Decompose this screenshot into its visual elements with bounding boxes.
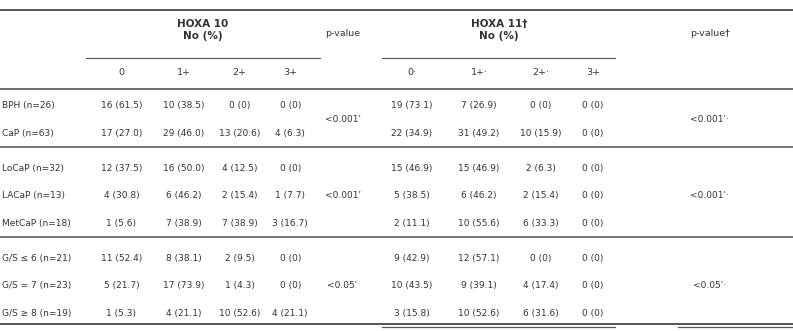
Text: 0 (0): 0 (0) <box>583 254 603 262</box>
Text: 2+: 2+ <box>232 68 247 76</box>
Text: <0.001ʹ·: <0.001ʹ· <box>690 115 730 124</box>
Text: 19 (73.1): 19 (73.1) <box>391 102 432 111</box>
Text: 13 (20.6): 13 (20.6) <box>219 129 260 138</box>
Text: 0 (0): 0 (0) <box>583 164 603 173</box>
Text: 17 (73.9): 17 (73.9) <box>163 281 205 290</box>
Text: 0 (0): 0 (0) <box>280 102 301 111</box>
Text: 2 (15.4): 2 (15.4) <box>523 191 558 200</box>
Text: 1+·: 1+· <box>470 68 488 76</box>
Text: 0 (0): 0 (0) <box>583 129 603 138</box>
Text: 8 (38.1): 8 (38.1) <box>166 254 202 262</box>
Text: 4 (12.5): 4 (12.5) <box>222 164 257 173</box>
Text: 0 (0): 0 (0) <box>280 164 301 173</box>
Text: 3+: 3+ <box>283 68 297 76</box>
Text: 4 (30.8): 4 (30.8) <box>104 191 139 200</box>
Text: 10 (52.6): 10 (52.6) <box>219 309 260 318</box>
Text: 17 (27.0): 17 (27.0) <box>101 129 142 138</box>
Text: 12 (37.5): 12 (37.5) <box>101 164 142 173</box>
Text: 9 (42.9): 9 (42.9) <box>394 254 429 262</box>
Text: 2+·: 2+· <box>532 68 550 76</box>
Text: 7 (26.9): 7 (26.9) <box>462 102 496 111</box>
Text: 6 (46.2): 6 (46.2) <box>462 191 496 200</box>
Text: HOXA 11†
No (%): HOXA 11† No (%) <box>470 19 527 41</box>
Text: 0 (0): 0 (0) <box>531 254 551 262</box>
Text: 5 (38.5): 5 (38.5) <box>393 191 430 200</box>
Text: 12 (57.1): 12 (57.1) <box>458 254 500 262</box>
Text: 10 (15.9): 10 (15.9) <box>520 129 561 138</box>
Text: 2 (9.5): 2 (9.5) <box>224 254 255 262</box>
Text: 2 (11.1): 2 (11.1) <box>394 219 429 228</box>
Text: LACaP (n=13): LACaP (n=13) <box>2 191 64 200</box>
Text: 5 (21.7): 5 (21.7) <box>104 281 139 290</box>
Text: 3 (15.8): 3 (15.8) <box>393 309 430 318</box>
Text: BPH (n=26): BPH (n=26) <box>2 102 55 111</box>
Text: 7 (38.9): 7 (38.9) <box>221 219 258 228</box>
Text: MetCaP (n=18): MetCaP (n=18) <box>2 219 71 228</box>
Text: CaP (n=63): CaP (n=63) <box>2 129 53 138</box>
Text: 10 (55.6): 10 (55.6) <box>458 219 500 228</box>
Text: 0 (0): 0 (0) <box>583 102 603 111</box>
Text: 0 (0): 0 (0) <box>583 191 603 200</box>
Text: HOXA 10
No (%): HOXA 10 No (%) <box>178 19 228 41</box>
Text: LoCaP (n=32): LoCaP (n=32) <box>2 164 63 173</box>
Text: 0·: 0· <box>407 68 416 76</box>
Text: 10 (52.6): 10 (52.6) <box>458 309 500 318</box>
Text: 1 (5.6): 1 (5.6) <box>106 219 136 228</box>
Text: 1 (4.3): 1 (4.3) <box>224 281 255 290</box>
Text: 1 (5.3): 1 (5.3) <box>106 309 136 318</box>
Text: 3+: 3+ <box>586 68 600 76</box>
Text: 0 (0): 0 (0) <box>583 281 603 290</box>
Text: 15 (46.9): 15 (46.9) <box>458 164 500 173</box>
Text: 0 (0): 0 (0) <box>280 281 301 290</box>
Text: 10 (43.5): 10 (43.5) <box>391 281 432 290</box>
Text: 11 (52.4): 11 (52.4) <box>101 254 142 262</box>
Text: 4 (21.1): 4 (21.1) <box>273 309 308 318</box>
Text: G/S ≤ 6 (n=21): G/S ≤ 6 (n=21) <box>2 254 71 262</box>
Text: <0.001ʹ: <0.001ʹ <box>324 115 361 124</box>
Text: p-value: p-value <box>325 29 360 38</box>
Text: 1+: 1+ <box>177 68 191 76</box>
Text: G/S = 7 (n=23): G/S = 7 (n=23) <box>2 281 71 290</box>
Text: 31 (49.2): 31 (49.2) <box>458 129 500 138</box>
Text: 0 (0): 0 (0) <box>229 102 250 111</box>
Text: <0.001ʹ·: <0.001ʹ· <box>690 191 730 200</box>
Text: 4 (17.4): 4 (17.4) <box>523 281 558 290</box>
Text: 0 (0): 0 (0) <box>531 102 551 111</box>
Text: 0: 0 <box>118 68 125 76</box>
Text: 15 (46.9): 15 (46.9) <box>391 164 432 173</box>
Text: 9 (39.1): 9 (39.1) <box>461 281 497 290</box>
Text: <0.001ʹ: <0.001ʹ <box>324 191 361 200</box>
Text: 3 (16.7): 3 (16.7) <box>272 219 308 228</box>
Text: 0 (0): 0 (0) <box>280 254 301 262</box>
Text: 6 (33.3): 6 (33.3) <box>523 219 559 228</box>
Text: 0 (0): 0 (0) <box>583 219 603 228</box>
Text: 4 (6.3): 4 (6.3) <box>275 129 305 138</box>
Text: 16 (61.5): 16 (61.5) <box>101 102 142 111</box>
Text: 0 (0): 0 (0) <box>583 309 603 318</box>
Text: p-value†: p-value† <box>690 29 730 38</box>
Text: 10 (38.5): 10 (38.5) <box>163 102 205 111</box>
Text: <0.05ʹ·: <0.05ʹ· <box>693 281 726 290</box>
Text: 2 (6.3): 2 (6.3) <box>526 164 556 173</box>
Text: 1 (7.7): 1 (7.7) <box>275 191 305 200</box>
Text: 6 (46.2): 6 (46.2) <box>167 191 201 200</box>
Text: 4 (21.1): 4 (21.1) <box>167 309 201 318</box>
Text: G/S ≥ 8 (n=19): G/S ≥ 8 (n=19) <box>2 309 71 318</box>
Text: 7 (38.9): 7 (38.9) <box>166 219 202 228</box>
Text: 22 (34.9): 22 (34.9) <box>391 129 432 138</box>
Text: 16 (50.0): 16 (50.0) <box>163 164 205 173</box>
Text: 29 (46.0): 29 (46.0) <box>163 129 205 138</box>
Text: 2 (15.4): 2 (15.4) <box>222 191 257 200</box>
Text: <0.05ʹ: <0.05ʹ <box>328 281 358 290</box>
Text: 6 (31.6): 6 (31.6) <box>523 309 559 318</box>
